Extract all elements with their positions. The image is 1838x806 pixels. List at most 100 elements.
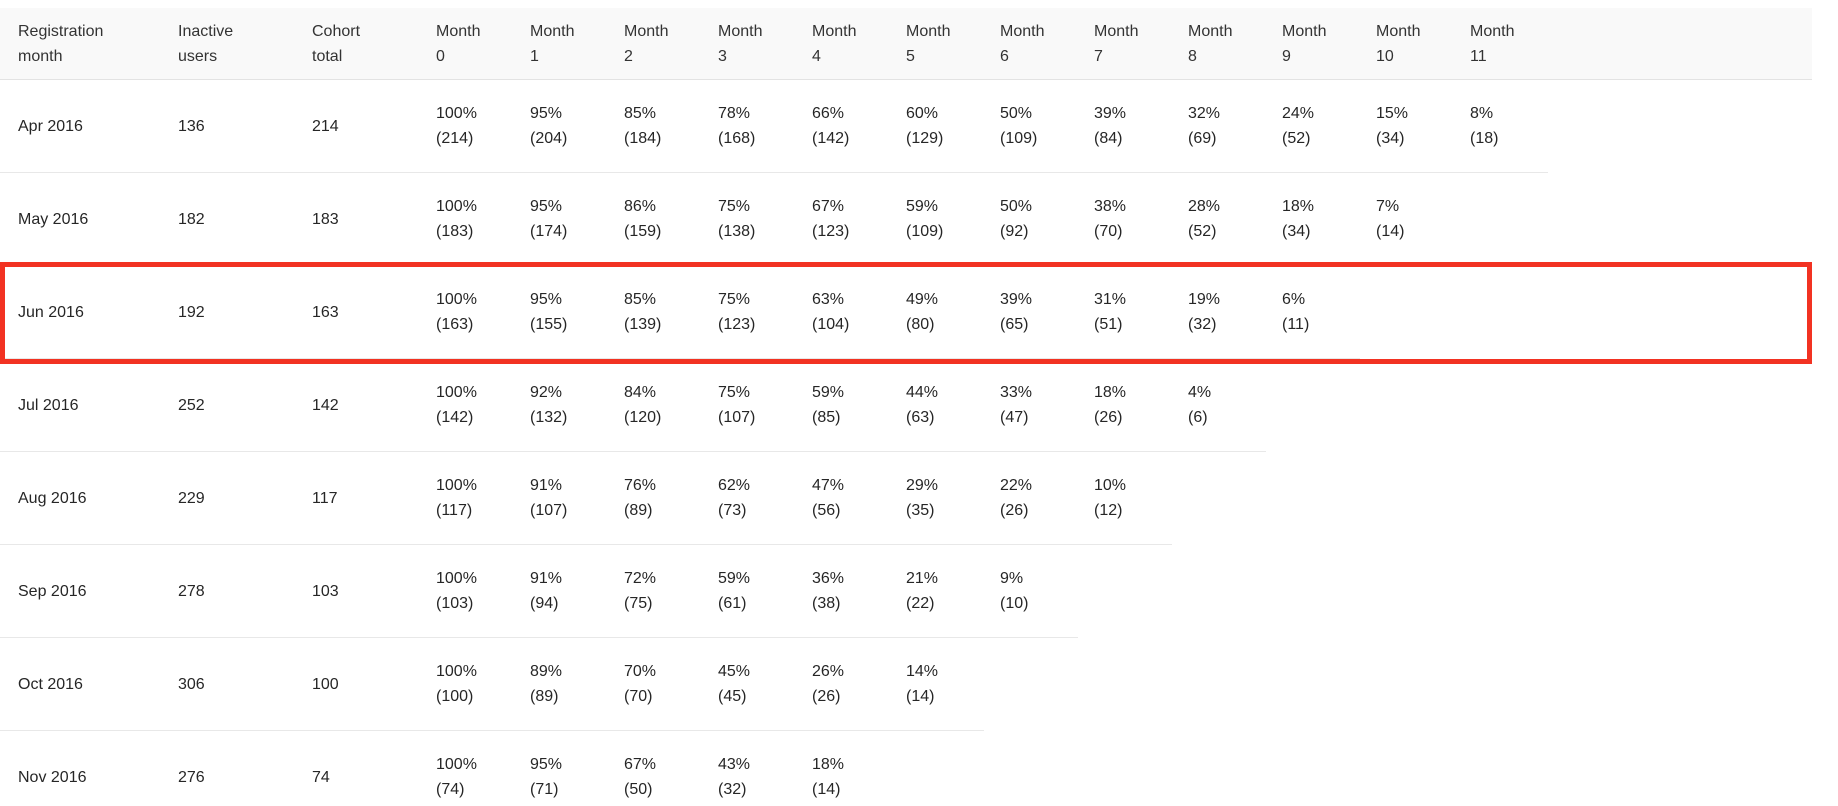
month-4-cell[interactable]: 26% (26) [796,637,890,731]
month-9-cell[interactable]: 6% (11) [1266,265,1360,359]
month-2-cell[interactable]: 85% (184) [608,79,702,173]
month-0-cell[interactable]: 100% (100) [420,637,514,731]
retention-percent: 29% [906,477,939,494]
month-3-cell[interactable]: 45% (45) [702,637,796,731]
month-1-cell[interactable]: 95% (204) [514,79,608,173]
month-10-cell [1360,452,1454,545]
month-5-cell[interactable]: 49% (80) [890,265,984,359]
month-7-cell[interactable]: 39% (84) [1078,79,1172,173]
table-row[interactable]: Sep 2016 278 103 100% (103) 91% (94) 72% (75) 59%… [0,544,1812,638]
month-7-cell[interactable]: 10% (12) [1078,451,1172,545]
retention-percent: 21% [906,570,939,587]
month-3-cell[interactable]: 75% (107) [702,358,796,452]
month-1-cell[interactable]: 91% (94) [514,544,608,638]
month-2-cell[interactable]: 85% (139) [608,265,702,359]
month-8-cell[interactable]: 4% (6) [1172,358,1266,452]
month-4-cell[interactable]: 36% (38) [796,544,890,638]
month-4-cell[interactable]: 59% (85) [796,358,890,452]
row-filler [1548,266,1812,359]
month-6-cell[interactable]: 22% (26) [984,451,1078,545]
month-5-cell[interactable]: 21% (22) [890,544,984,638]
month-11-cell[interactable]: 8% (18) [1454,79,1548,173]
month-3-cell[interactable]: 78% (168) [702,79,796,173]
month-8-cell[interactable]: 19% (32) [1172,265,1266,359]
month-7-cell[interactable]: 38% (70) [1078,172,1172,266]
month-0-cell[interactable]: 100% (183) [420,172,514,266]
month-4-cell[interactable]: 66% (142) [796,79,890,173]
retention-percent: 10% [1094,477,1127,494]
month-6-cell[interactable]: 50% (109) [984,79,1078,173]
registration-month-cell: Oct 2016 [0,637,162,731]
month-7-cell[interactable]: 18% (26) [1078,358,1172,452]
month-8-cell[interactable]: 28% (52) [1172,172,1266,266]
retention-count: (26) [1000,502,1029,519]
month-3-cell[interactable]: 59% (61) [702,544,796,638]
retention-count: (32) [1188,316,1217,333]
month-4-cell[interactable]: 63% (104) [796,265,890,359]
retention-percent: 100% [436,570,477,587]
month-0-cell[interactable]: 100% (214) [420,79,514,173]
month-3-cell[interactable]: 75% (138) [702,172,796,266]
table-row[interactable]: Aug 2016 229 117 100% (117) 91% (107) 76% (89) 62… [0,451,1812,545]
retention-count: (204) [530,130,568,147]
retention-count: (22) [906,595,935,612]
month-0-cell[interactable]: 100% (142) [420,358,514,452]
month-0-cell[interactable]: 100% (163) [420,265,514,359]
month-9-cell[interactable]: 24% (52) [1266,79,1360,173]
month-1-cell[interactable]: 92% (132) [514,358,608,452]
month-5-cell[interactable]: 60% (129) [890,79,984,173]
month-6-cell[interactable]: 50% (92) [984,172,1078,266]
retention-count: (155) [530,316,568,333]
month-2-cell[interactable]: 84% (120) [608,358,702,452]
month-1-cell[interactable]: 95% (155) [514,265,608,359]
month-2-cell[interactable]: 76% (89) [608,451,702,545]
month-3-cell[interactable]: 75% (123) [702,265,796,359]
month-1-cell[interactable]: 95% (71) [514,730,608,806]
month-4-cell[interactable]: 47% (56) [796,451,890,545]
month-5-cell[interactable]: 59% (109) [890,172,984,266]
month-10-cell[interactable]: 7% (14) [1360,172,1454,266]
table-row[interactable]: Jul 2016 252 142 100% (142) 92% (132) 84% (120) 7… [0,358,1812,452]
table-row[interactable]: Apr 2016 136 214 100% (214) 95% (204) 85% (184) 7… [0,79,1812,173]
header-label-line1: Month [906,23,951,40]
header-label-line2: 2 [624,48,633,65]
table-row[interactable]: Oct 2016 306 100 100% (100) 89% (89) 70% (70) 45%… [0,637,1812,731]
table-row[interactable]: Nov 2016 276 74 100% (74) 95% (71) 67% (50) 43% (3… [0,730,1812,806]
month-2-cell[interactable]: 67% (50) [608,730,702,806]
month-8-cell [1172,452,1266,545]
month-4-cell[interactable]: 67% (123) [796,172,890,266]
month-2-cell[interactable]: 86% (159) [608,172,702,266]
month-3-cell[interactable]: 43% (32) [702,730,796,806]
month-3-cell[interactable]: 62% (73) [702,451,796,545]
month-6-cell[interactable]: 9% (10) [984,544,1078,638]
retention-count: (117) [436,502,473,519]
registration-month-cell: Jun 2016 [0,265,162,359]
retention-count: (35) [906,502,935,519]
retention-percent: 67% [812,198,845,215]
month-10-cell[interactable]: 15% (34) [1360,79,1454,173]
month-5-cell[interactable]: 29% (35) [890,451,984,545]
month-9-cell[interactable]: 18% (34) [1266,172,1360,266]
retention-percent: 100% [436,291,477,308]
month-2-cell[interactable]: 70% (70) [608,637,702,731]
month-6-cell[interactable]: 33% (47) [984,358,1078,452]
month-5-cell[interactable]: 44% (63) [890,358,984,452]
month-1-cell[interactable]: 95% (174) [514,172,608,266]
month-8-cell[interactable]: 32% (69) [1172,79,1266,173]
month-0-cell[interactable]: 100% (117) [420,451,514,545]
month-1-cell[interactable]: 89% (89) [514,637,608,731]
month-0-cell[interactable]: 100% (103) [420,544,514,638]
month-0-cell[interactable]: 100% (74) [420,730,514,806]
row-filler [1548,731,1812,806]
month-2-cell[interactable]: 72% (75) [608,544,702,638]
month-6-cell[interactable]: 39% (65) [984,265,1078,359]
header-label-line1: Month [530,23,575,40]
month-4-cell[interactable]: 18% (14) [796,730,890,806]
table-row-highlighted[interactable]: Jun 2016 192 163 100% (163) 95% (155) 85% (139) 7… [0,265,1812,359]
retention-count: (163) [436,316,474,333]
month-1-cell[interactable]: 91% (107) [514,451,608,545]
month-7-cell[interactable]: 31% (51) [1078,265,1172,359]
table-row[interactable]: May 2016 182 183 100% (183) 95% (174) 86% (159) 7… [0,172,1812,266]
month-10-cell [1360,638,1454,731]
month-5-cell[interactable]: 14% (14) [890,637,984,731]
